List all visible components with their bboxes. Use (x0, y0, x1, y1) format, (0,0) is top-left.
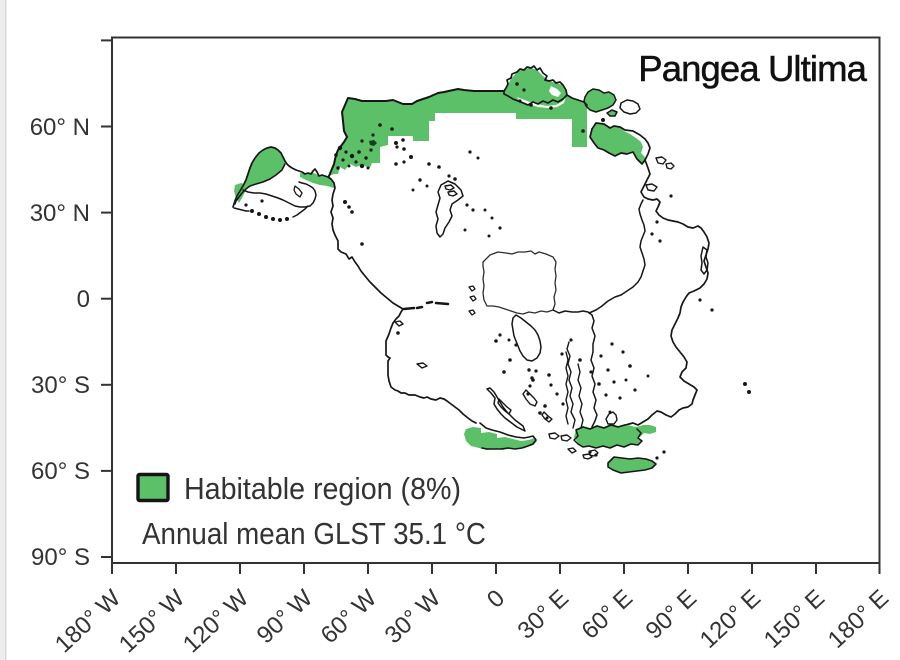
svg-text:60° N: 60° N (30, 114, 90, 141)
svg-text:150° W: 150° W (114, 584, 190, 658)
svg-text:Pangea Ultima: Pangea Ultima (638, 48, 867, 89)
svg-text:30° S: 30° S (31, 372, 90, 399)
svg-text:180° W: 180° W (50, 584, 126, 658)
svg-text:60° W: 60° W (316, 584, 383, 649)
svg-text:90° S: 90° S (31, 544, 90, 571)
svg-text:Habitable region (8%): Habitable region (8%) (184, 471, 461, 506)
svg-text:150° E: 150° E (759, 585, 830, 654)
svg-text:60° E: 60° E (577, 585, 639, 645)
svg-text:30° W: 30° W (380, 584, 447, 649)
svg-text:180° E: 180° E (823, 585, 894, 654)
svg-text:30° N: 30° N (30, 200, 90, 227)
svg-text:120° E: 120° E (695, 585, 766, 654)
svg-text:120° W: 120° W (178, 584, 254, 658)
svg-text:0: 0 (482, 585, 510, 614)
svg-text:30° E: 30° E (513, 585, 575, 645)
svg-text:90° W: 90° W (252, 584, 319, 649)
svg-text:Annual mean GLST 35.1 °C: Annual mean GLST 35.1 °C (142, 516, 486, 551)
svg-text:60° S: 60° S (31, 458, 90, 485)
svg-text:0: 0 (77, 286, 90, 313)
svg-text:90° E: 90° E (641, 585, 703, 645)
